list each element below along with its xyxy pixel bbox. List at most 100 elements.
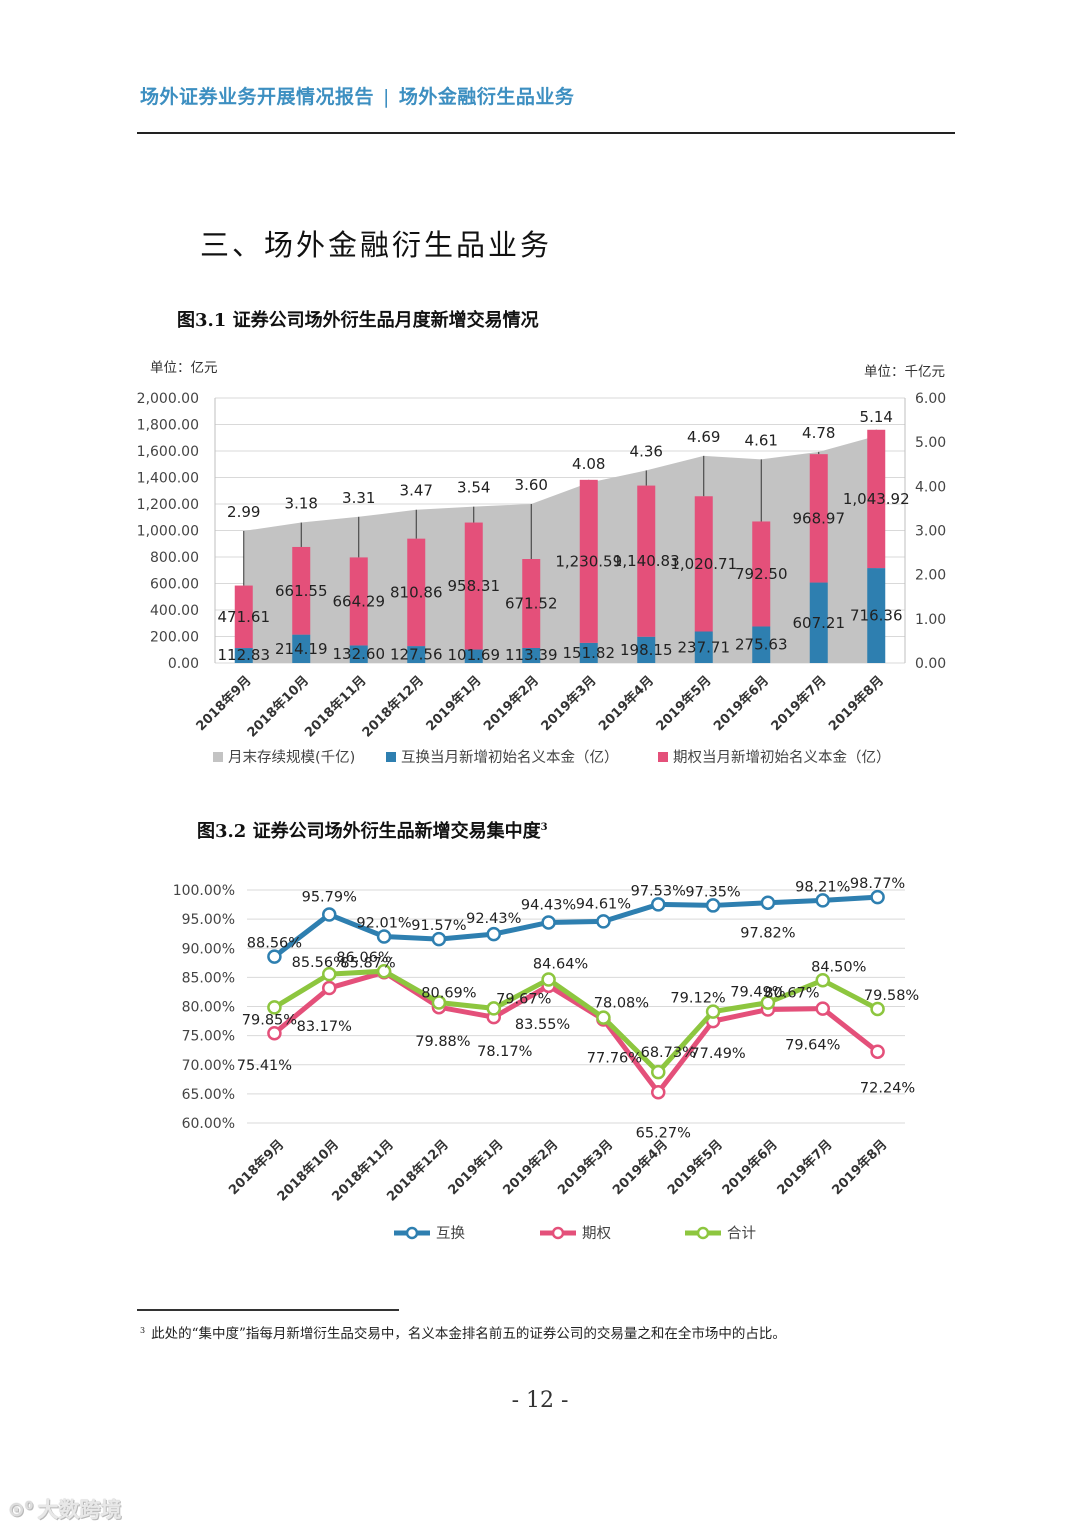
swap-point bbox=[486, 926, 501, 942]
x-axis-tick: 2019年6月 bbox=[710, 673, 772, 735]
right-axis-tick: 5.00 bbox=[915, 435, 946, 451]
swap-bar bbox=[522, 647, 541, 663]
watermark-text: 大数跨境 bbox=[37, 1498, 122, 1522]
option-bar bbox=[407, 538, 426, 647]
x-axis-tick: 2019年1月 bbox=[445, 1137, 507, 1199]
swap-data-label: 127.56 bbox=[390, 646, 443, 664]
area-data-label: 3.47 bbox=[400, 482, 433, 500]
left-axis-tick: 1,000.00 bbox=[137, 524, 199, 540]
swap-data-label: 101.69 bbox=[448, 646, 501, 664]
figure2-footnote-ref: 3 bbox=[540, 822, 548, 833]
total-point bbox=[815, 973, 830, 988]
x-axis-tick: 2019年2月 bbox=[500, 1137, 562, 1199]
swap-data-label: 113.39 bbox=[505, 646, 558, 664]
total-point bbox=[486, 1001, 501, 1016]
swap-point bbox=[541, 915, 556, 930]
x-axis-tick: 2019年4月 bbox=[609, 1137, 671, 1199]
option-bar bbox=[522, 558, 541, 648]
total-data-label: 80.69% bbox=[421, 985, 476, 1001]
left-axis-tick: 600.00 bbox=[150, 577, 199, 593]
legend-swatch bbox=[386, 752, 396, 762]
left-axis-tick: 800.00 bbox=[150, 550, 199, 566]
swap-point bbox=[705, 898, 721, 913]
swap-bar bbox=[694, 631, 713, 663]
left-axis-tick: 400.00 bbox=[150, 603, 199, 619]
area-data-label: 3.60 bbox=[515, 476, 548, 494]
swap-data-label: 97.53% bbox=[631, 883, 686, 899]
legend-label: 互换当月新增初始名义本金（亿） bbox=[401, 749, 619, 766]
option-bar bbox=[579, 479, 598, 643]
swap-data-label: 95.79% bbox=[302, 890, 357, 906]
total-data-label: 79.85% bbox=[242, 1012, 297, 1028]
area-data-label: 5.14 bbox=[860, 408, 893, 426]
swap-bar bbox=[234, 648, 253, 663]
swap-data-label: 88.56% bbox=[247, 936, 302, 952]
right-axis-tick: 4.00 bbox=[915, 479, 946, 495]
swap-point bbox=[431, 931, 447, 947]
legend-label: 月末存续规模(千亿) bbox=[228, 749, 355, 766]
option-data-label: 72.24% bbox=[860, 1081, 915, 1097]
footnote: 3 此处的“集中度”指每月新增衍生品交易中，名义本金排名前五的证券公司的交易量之和… bbox=[140, 1322, 786, 1343]
swap-data-label: 97.35% bbox=[685, 884, 740, 900]
total-data-label: 79.67% bbox=[496, 991, 551, 1007]
option-line bbox=[272, 969, 880, 1095]
x-axis-tick: 2018年12月 bbox=[359, 673, 427, 741]
y-axis-tick: 70.00% bbox=[182, 1058, 235, 1074]
swap-point bbox=[267, 949, 282, 964]
x-axis-tick: 2018年9月 bbox=[193, 673, 255, 735]
swap-bar bbox=[637, 636, 656, 663]
right-axis-tick: 2.00 bbox=[915, 568, 946, 584]
link-icon: ⊙⁰ bbox=[8, 1497, 34, 1521]
swap-point bbox=[596, 914, 611, 929]
option-data-label: 471.61 bbox=[218, 608, 271, 626]
legend-swatch bbox=[658, 752, 668, 762]
y-axis-tick: 100.00% bbox=[173, 883, 235, 899]
left-axis-tick: 2,000.00 bbox=[137, 391, 199, 407]
option-data-label: 78.17% bbox=[477, 1044, 532, 1060]
swap-data-label: 94.43% bbox=[521, 897, 576, 913]
total-data-label: 80.67% bbox=[764, 986, 819, 1002]
option-data-label: 661.55 bbox=[275, 582, 328, 600]
x-axis-tick: 2019年3月 bbox=[538, 673, 600, 735]
swap-point bbox=[322, 907, 337, 922]
option-data-label: 79.88% bbox=[415, 1034, 470, 1050]
swap-data-label: 132.60 bbox=[333, 645, 386, 663]
option-data-label: 77.49% bbox=[690, 1046, 745, 1062]
section-title: 三、场外金融衍生品业务 bbox=[200, 228, 553, 262]
option-data-label: 1,020.71 bbox=[670, 555, 737, 573]
header-rule bbox=[137, 132, 955, 134]
x-axis-tick: 2019年8月 bbox=[825, 673, 887, 735]
option-data-label: 83.17% bbox=[297, 1019, 352, 1035]
left-axis-tick: 1,200.00 bbox=[137, 497, 199, 513]
total-point bbox=[870, 1001, 885, 1017]
left-axis-tick: 1,800.00 bbox=[137, 418, 199, 434]
option-data-label: 1,043.92 bbox=[843, 490, 910, 508]
swap-data-label: 151.82 bbox=[563, 644, 616, 662]
option-data-label: 792.50 bbox=[735, 565, 788, 583]
total-point bbox=[376, 963, 392, 979]
area-data-label: 4.78 bbox=[802, 424, 835, 442]
x-axis-tick: 2018年9月 bbox=[226, 1137, 288, 1199]
option-bar bbox=[637, 485, 656, 637]
total-data-label: 79.58% bbox=[864, 988, 919, 1004]
left-axis-unit: 单位：亿元 bbox=[150, 360, 218, 376]
swap-bar bbox=[349, 645, 368, 663]
swap-data-label: 91.57% bbox=[411, 918, 466, 934]
swap-data-label: 92.01% bbox=[356, 916, 411, 932]
legend-label: 期权当月新增初始名义本金（亿） bbox=[673, 749, 891, 766]
area-data-label: 3.31 bbox=[342, 489, 375, 507]
option-bar bbox=[867, 429, 886, 569]
right-axis-tick: 6.00 bbox=[915, 391, 946, 407]
option-data-label: 75.41% bbox=[237, 1058, 292, 1074]
area-data-label: 4.36 bbox=[630, 442, 663, 460]
total-point bbox=[760, 995, 776, 1010]
swap-data-label: 214.19 bbox=[275, 640, 328, 658]
x-axis-tick: 2019年5月 bbox=[664, 1137, 726, 1199]
total-point bbox=[431, 995, 447, 1010]
figure2-title: 图3.2 证券公司场外衍生品新增交易集中度3 bbox=[197, 817, 548, 843]
x-axis-tick: 2019年7月 bbox=[774, 1137, 836, 1199]
option-data-label: 77.76% bbox=[587, 1051, 642, 1067]
total-data-label: 84.50% bbox=[811, 959, 866, 975]
area-data-label: 4.69 bbox=[687, 428, 720, 446]
swap-data-label: 92.43% bbox=[466, 911, 521, 927]
